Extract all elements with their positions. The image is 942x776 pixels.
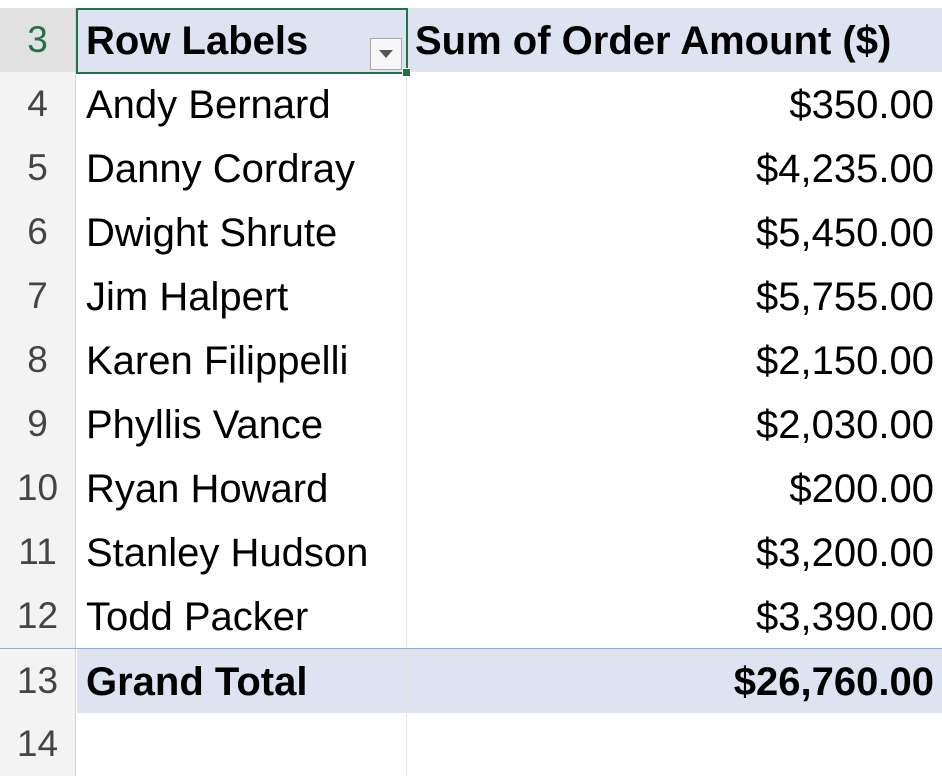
salesperson-cell[interactable]: Andy Bernard (77, 72, 407, 136)
table-row: 6 Dwight Shrute $5,450.00 (0, 200, 942, 264)
amount-cell[interactable]: $3,200.00 (756, 531, 934, 575)
salesperson-cell[interactable]: Dwight Shrute (77, 200, 407, 264)
row-labels-filter-button[interactable] (370, 38, 402, 70)
table-row: 11 Stanley Hudson $3,200.00 (0, 520, 942, 584)
grand-total-amount[interactable]: $26,760.00 (407, 649, 942, 713)
grand-total-row: 13 Grand Total $26,760.00 (0, 648, 942, 713)
row-header[interactable]: 11 (0, 520, 76, 584)
row-labels-text: Row Labels (86, 19, 309, 63)
row-header[interactable]: 6 (0, 200, 76, 264)
amount-cell[interactable]: $3,390.00 (756, 595, 934, 639)
empty-row: 14 (0, 712, 942, 776)
amount-cell[interactable]: $200.00 (789, 467, 934, 511)
salesperson-cell[interactable]: Stanley Hudson (77, 520, 407, 584)
amount-cell[interactable]: $2,030.00 (756, 403, 934, 447)
row-header[interactable]: 9 (0, 392, 76, 456)
amount-cell[interactable]: $5,450.00 (756, 211, 934, 255)
table-row: 4 Andy Bernard $350.00 (0, 72, 942, 136)
amount-cell[interactable]: $2,150.00 (756, 339, 934, 383)
table-row: 5 Danny Cordray $4,235.00 (0, 136, 942, 200)
grand-total-label[interactable]: Grand Total (77, 649, 407, 713)
table-row: 8 Karen Filippelli $2,150.00 (0, 328, 942, 392)
row-header[interactable]: 5 (0, 136, 76, 200)
salesperson-cell[interactable]: Ryan Howard (77, 456, 407, 520)
table-row: 12 Todd Packer $3,390.00 (0, 584, 942, 648)
empty-cell[interactable] (77, 712, 407, 776)
row-header[interactable]: 8 (0, 328, 76, 392)
salesperson-cell[interactable]: Jim Halpert (77, 264, 407, 328)
row-header[interactable]: 4 (0, 72, 76, 136)
salesperson-cell[interactable]: Phyllis Vance (77, 392, 407, 456)
salesperson-cell[interactable]: Todd Packer (77, 584, 407, 648)
row-labels-header-cell[interactable]: Row Labels (77, 8, 407, 72)
row-header[interactable]: 13 (0, 649, 76, 713)
pivot-header-row: 3 Row Labels Sum of Order Amount ($) (0, 8, 942, 72)
row-header[interactable]: 14 (0, 712, 76, 776)
table-row: 7 Jim Halpert $5,755.00 (0, 264, 942, 328)
value-header-cell[interactable]: Sum of Order Amount ($) (407, 8, 942, 72)
amount-cell[interactable]: $350.00 (789, 83, 934, 127)
dropdown-filter-icon (379, 50, 393, 58)
row-header-3[interactable]: 3 (0, 8, 76, 72)
salesperson-cell[interactable]: Karen Filippelli (77, 328, 407, 392)
amount-cell[interactable]: $5,755.00 (756, 275, 934, 319)
row-header[interactable]: 12 (0, 584, 76, 648)
table-row: 9 Phyllis Vance $2,030.00 (0, 392, 942, 456)
row-header[interactable]: 7 (0, 264, 76, 328)
table-row: 10 Ryan Howard $200.00 (0, 456, 942, 520)
salesperson-cell[interactable]: Danny Cordray (77, 136, 407, 200)
amount-cell[interactable]: $4,235.00 (756, 147, 934, 191)
row-header[interactable]: 10 (0, 456, 76, 520)
empty-cell[interactable] (407, 712, 942, 776)
